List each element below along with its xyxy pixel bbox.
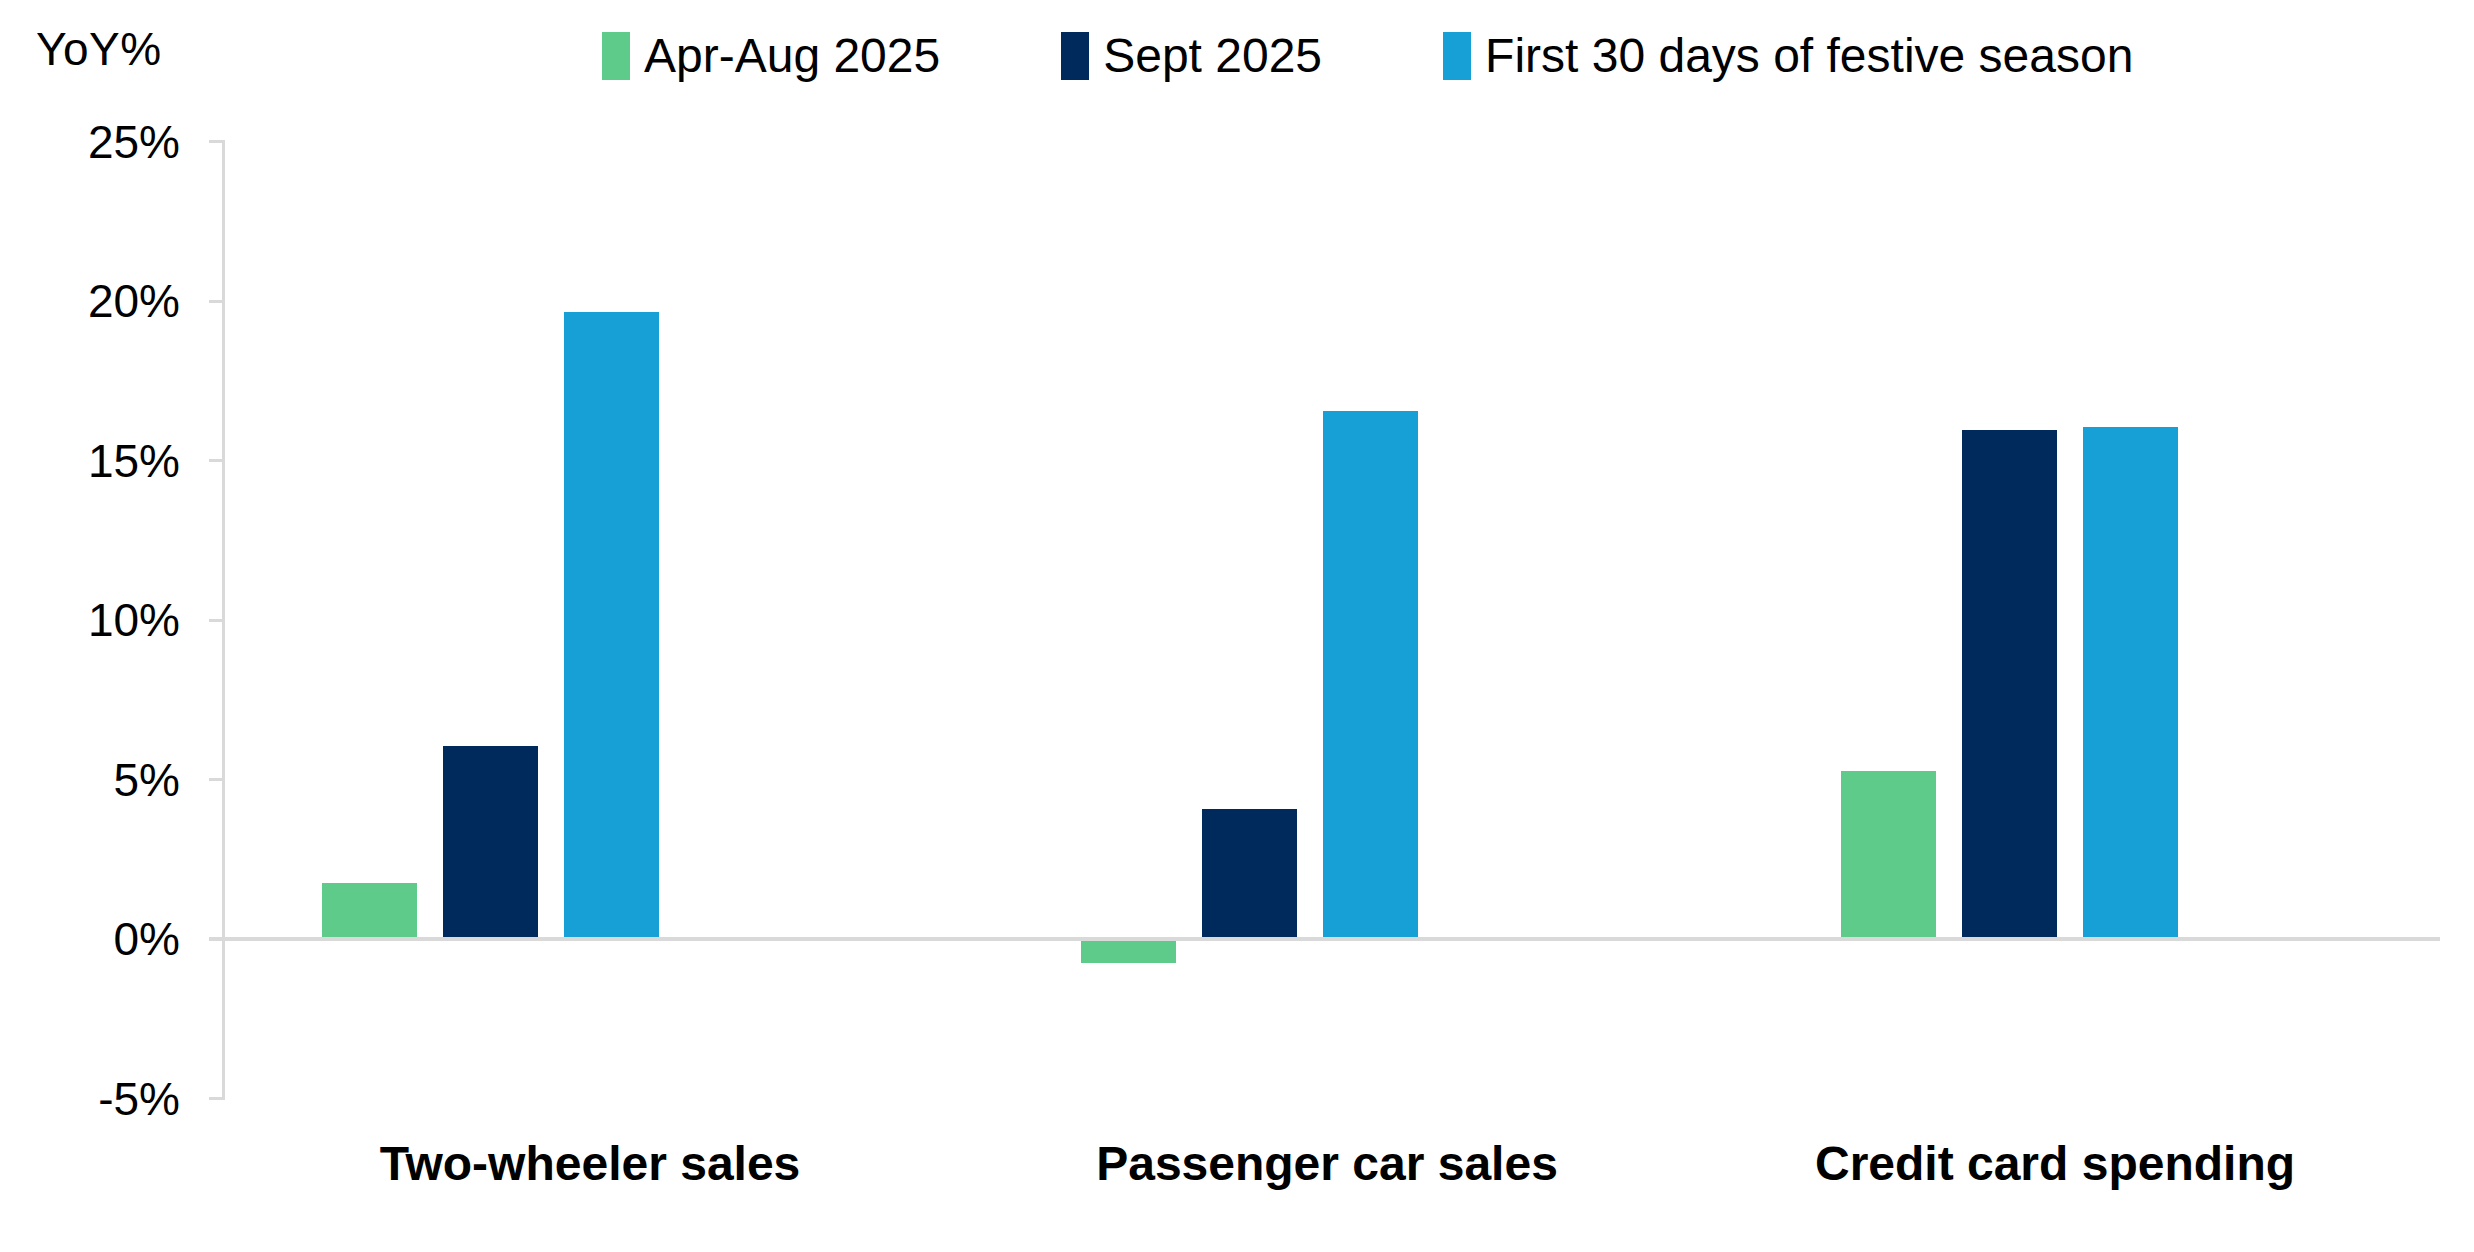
bar-first-30-days-of-festive-season [2083,427,2178,937]
y-tick-label: 5% [10,754,180,806]
legend-label: First 30 days of festive season [1485,28,2133,83]
category-label: Two-wheeler sales [380,1136,801,1191]
category-label: Credit card spending [1815,1136,2295,1191]
y-tick-mark [209,140,225,143]
legend-label: Apr-Aug 2025 [644,28,940,83]
bar-apr-aug-2025 [322,883,417,937]
legend-label: Sept 2025 [1103,28,1322,83]
zero-baseline [209,937,2440,941]
legend: Apr-Aug 2025 Sept 2025 First 30 days of fe… [602,28,2133,83]
bar-chart: YoY% Apr-Aug 2025 Sept 2025 First 30 days … [0,0,2474,1252]
legend-item: Apr-Aug 2025 [602,28,940,83]
y-tick-label: 15% [10,435,180,487]
legend-item: First 30 days of festive season [1443,28,2133,83]
bar-first-30-days-of-festive-season [564,312,659,937]
bar-sept-2025 [1202,809,1297,937]
legend-swatch-icon [1443,32,1471,80]
bar-sept-2025 [443,746,538,937]
legend-swatch-icon [1061,32,1089,80]
y-tick-mark [209,619,225,622]
legend-item: Sept 2025 [1061,28,1322,83]
y-tick-label: 10% [10,594,180,646]
y-tick-mark [209,459,225,462]
y-axis-title: YoY% [36,22,162,76]
y-tick-mark [209,778,225,781]
bar-apr-aug-2025 [1841,771,1936,937]
y-tick-mark [209,300,225,303]
category-label: Passenger car sales [1096,1136,1558,1191]
y-tick-label: 0% [10,913,180,965]
y-tick-label: -5% [10,1073,180,1125]
bar-apr-aug-2025 [1081,941,1176,963]
bar-first-30-days-of-festive-season [1323,411,1418,937]
y-tick-label: 25% [10,116,180,168]
y-tick-label: 20% [10,275,180,327]
bar-sept-2025 [1962,430,2057,937]
legend-swatch-icon [602,32,630,80]
y-tick-mark [209,1097,225,1100]
